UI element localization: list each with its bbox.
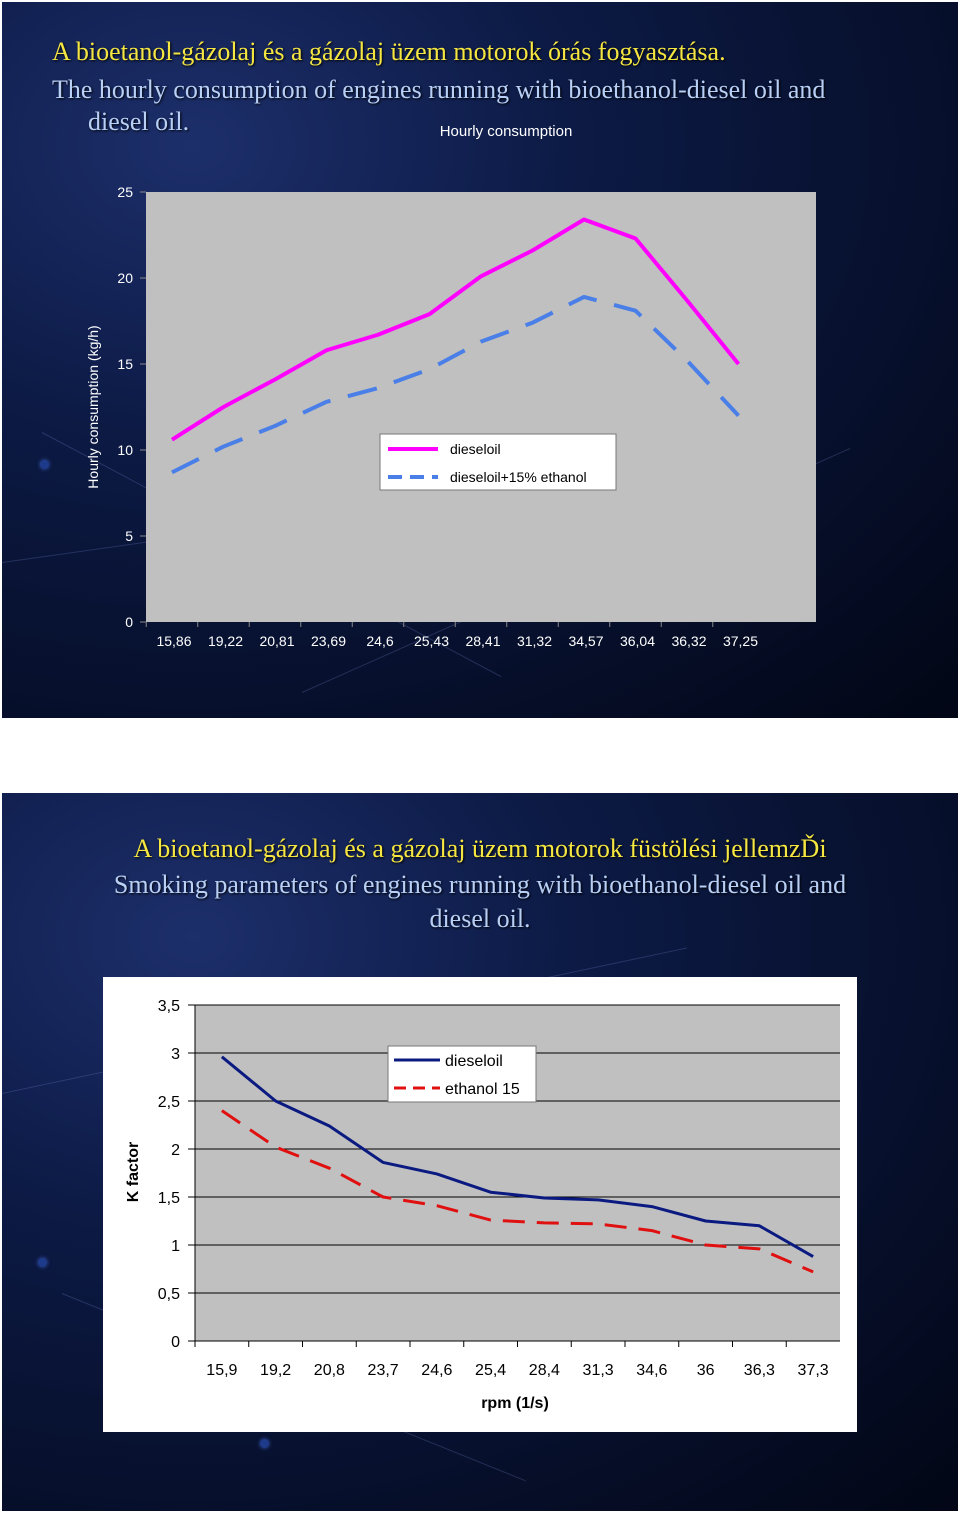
x-tick-label: 15,86: [156, 633, 191, 649]
x-tick-label: 37,3: [798, 1362, 829, 1379]
series-line-ethanol: [171, 294, 740, 475]
x-tick-label: 36,04: [620, 633, 655, 649]
x-tick-label: 36,3: [744, 1362, 775, 1379]
x-tick-label: 28,4: [529, 1362, 560, 1379]
legend-label-dieseloil: dieseloil: [450, 441, 501, 457]
series-line-dieseloil: [170, 217, 741, 442]
x-tick-label: 36: [697, 1362, 715, 1379]
x-tick-label: 23,7: [368, 1362, 399, 1379]
chart-title: Hourly consumption: [440, 123, 573, 140]
decorative-dot: [40, 460, 49, 469]
x-tick-label: 28,41: [465, 633, 500, 649]
x-tick-label: 24,6: [366, 633, 393, 649]
y-tick-label: 1: [171, 1238, 180, 1255]
x-tick-label: 34,57: [568, 633, 603, 649]
y-tick-label: 10: [117, 442, 133, 458]
y-tick-label: 25: [117, 184, 133, 200]
x-tick-label: 36,32: [671, 633, 706, 649]
title-hungarian: A bioetanol-gázolaj és a gázolaj üzem mo…: [133, 834, 827, 863]
title-english: The hourly consumption of engines runnin…: [52, 75, 826, 104]
title-hungarian: A bioetanol-gázolaj és a gázolaj üzem mo…: [52, 37, 726, 66]
y-tick-label: 3: [171, 1046, 180, 1063]
title-english-line2: diesel oil.: [88, 107, 190, 136]
x-tick-label: 31,32: [517, 633, 552, 649]
legend-box: [387, 1045, 537, 1103]
x-tick-label: 25,43: [414, 633, 449, 649]
legend-label-ethanol: ethanol 15: [445, 1081, 520, 1098]
legend-label-ethanol: dieseloil+15% ethanol: [450, 469, 587, 485]
series-line-ethanol15: [221, 1109, 814, 1274]
y-tick-label: 2,5: [158, 1094, 180, 1111]
y-tick-label: 15: [117, 356, 133, 372]
y-tick-label: 1,5: [158, 1190, 180, 1207]
x-axis-label: rpm (1/s): [481, 1395, 549, 1412]
title-english: Smoking parameters of engines running wi…: [113, 870, 847, 899]
decorative-dot: [260, 1439, 269, 1448]
x-tick-label: 24,6: [421, 1362, 452, 1379]
plot-area: [146, 192, 816, 622]
y-tick-label: 5: [125, 528, 133, 544]
y-tick-label: 2: [171, 1142, 180, 1159]
y-axis-label: Hourly consumption (kg/h): [85, 325, 101, 488]
legend: dieseloil ethanol 15: [387, 1045, 537, 1103]
y-tick-label: 20: [117, 270, 133, 286]
decorative-dot: [38, 1258, 47, 1267]
y-tick-label: 0,5: [158, 1286, 180, 1303]
x-tick-label: 20,8: [314, 1362, 345, 1379]
x-tick-label: 31,3: [583, 1362, 614, 1379]
x-tick-label: 15,9: [206, 1362, 237, 1379]
y-axis-label: K factor: [125, 1142, 142, 1202]
x-tick-label: 37,25: [723, 633, 758, 649]
hourly-consumption-chart: Hourly consumption Hourly consumption (k…: [85, 123, 816, 649]
x-tick-label: 34,6: [636, 1362, 667, 1379]
y-tick-label: 0: [125, 614, 133, 630]
x-tick-label: 20,81: [259, 633, 294, 649]
x-tick-label: 23,69: [311, 633, 346, 649]
legend-box: [379, 433, 617, 491]
x-tick-label: 25,4: [475, 1362, 506, 1379]
y-tick-label: 0: [171, 1334, 180, 1351]
series-line-dieseloil: [220, 1055, 814, 1258]
title-english-line2: diesel oil.: [429, 904, 531, 933]
legend: dieseloil dieseloil+15% ethanol: [379, 433, 617, 491]
x-tick-label: 19,2: [260, 1362, 291, 1379]
y-tick-label: 3,5: [158, 998, 180, 1015]
x-tick-label: 19,22: [208, 633, 243, 649]
legend-label-dieseloil: dieseloil: [445, 1053, 503, 1070]
